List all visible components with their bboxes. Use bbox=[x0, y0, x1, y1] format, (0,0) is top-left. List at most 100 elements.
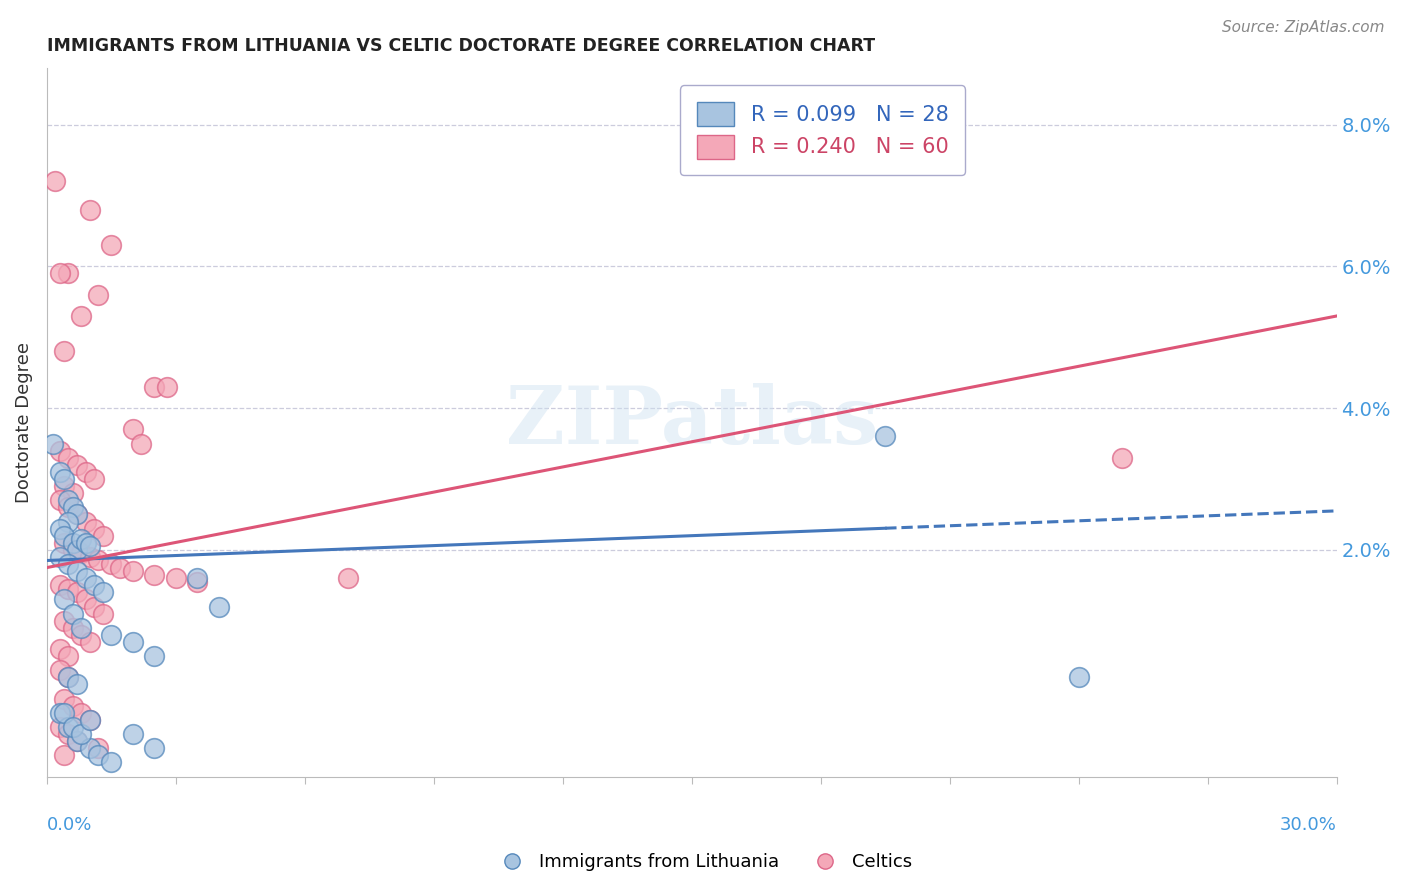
Point bbox=[53, 592, 76, 607]
Point bbox=[131, 436, 153, 450]
Point bbox=[122, 727, 145, 741]
Point bbox=[58, 515, 80, 529]
Point bbox=[66, 585, 89, 599]
Point bbox=[49, 642, 72, 657]
Legend: R = 0.099   N = 28, R = 0.240   N = 60: R = 0.099 N = 28, R = 0.240 N = 60 bbox=[681, 86, 965, 175]
Point bbox=[91, 607, 114, 621]
Point bbox=[100, 756, 122, 770]
Point bbox=[186, 574, 208, 589]
Point bbox=[49, 706, 72, 720]
Y-axis label: Doctorate Degree: Doctorate Degree bbox=[15, 342, 32, 503]
Point bbox=[70, 309, 93, 323]
Point bbox=[75, 592, 97, 607]
Point bbox=[143, 649, 166, 664]
Point bbox=[53, 748, 76, 763]
Point bbox=[79, 635, 101, 649]
Point bbox=[66, 734, 89, 748]
Point bbox=[143, 741, 166, 756]
Point bbox=[87, 287, 110, 301]
Point bbox=[62, 698, 84, 713]
Point bbox=[49, 578, 72, 592]
Point bbox=[49, 663, 72, 677]
Point bbox=[49, 493, 72, 508]
Point bbox=[91, 529, 114, 543]
Point bbox=[70, 546, 93, 560]
Point bbox=[58, 670, 80, 684]
Point bbox=[75, 515, 97, 529]
Point bbox=[66, 508, 89, 522]
Text: ZIPatlas: ZIPatlas bbox=[506, 384, 877, 461]
Point bbox=[79, 539, 101, 553]
Point bbox=[83, 599, 105, 614]
Point bbox=[53, 614, 76, 628]
Legend: Immigrants from Lithuania, Celtics: Immigrants from Lithuania, Celtics bbox=[486, 847, 920, 879]
Point bbox=[62, 720, 84, 734]
Point bbox=[62, 542, 84, 557]
Text: Source: ZipAtlas.com: Source: ZipAtlas.com bbox=[1222, 20, 1385, 35]
Point bbox=[75, 535, 97, 549]
Point bbox=[58, 670, 80, 684]
Point bbox=[58, 500, 80, 515]
Point bbox=[70, 621, 93, 635]
Point bbox=[87, 553, 110, 567]
Point bbox=[79, 713, 101, 727]
Point bbox=[875, 429, 897, 443]
Point bbox=[58, 450, 80, 465]
Point bbox=[91, 585, 114, 599]
Point bbox=[49, 720, 72, 734]
Point bbox=[44, 174, 66, 188]
Point bbox=[49, 549, 72, 564]
Point bbox=[83, 522, 105, 536]
Point bbox=[83, 472, 105, 486]
Point bbox=[87, 748, 110, 763]
Point bbox=[66, 458, 89, 472]
Point bbox=[58, 720, 80, 734]
Point bbox=[49, 267, 72, 281]
Point bbox=[1111, 450, 1133, 465]
Point bbox=[156, 380, 179, 394]
Point bbox=[58, 493, 80, 508]
Point bbox=[79, 741, 101, 756]
Point bbox=[58, 267, 80, 281]
Point bbox=[108, 560, 131, 574]
Point bbox=[70, 533, 93, 547]
Point bbox=[66, 542, 89, 557]
Point bbox=[58, 649, 80, 664]
Point bbox=[70, 727, 93, 741]
Point bbox=[79, 549, 101, 564]
Text: IMMIGRANTS FROM LITHUANIA VS CELTIC DOCTORATE DEGREE CORRELATION CHART: IMMIGRANTS FROM LITHUANIA VS CELTIC DOCT… bbox=[46, 37, 875, 55]
Text: 0.0%: 0.0% bbox=[46, 815, 93, 834]
Point bbox=[143, 567, 166, 582]
Point bbox=[53, 472, 76, 486]
Point bbox=[165, 571, 187, 585]
Point bbox=[66, 734, 89, 748]
Point bbox=[42, 436, 65, 450]
Point bbox=[62, 535, 84, 549]
Point bbox=[122, 564, 145, 578]
Point bbox=[53, 479, 76, 493]
Point bbox=[62, 621, 84, 635]
Point bbox=[53, 344, 76, 359]
Point bbox=[75, 465, 97, 479]
Point bbox=[100, 557, 122, 571]
Point bbox=[83, 578, 105, 592]
Point bbox=[79, 202, 101, 217]
Point bbox=[186, 571, 208, 585]
Point bbox=[143, 380, 166, 394]
Point bbox=[66, 564, 89, 578]
Point bbox=[66, 677, 89, 691]
Point bbox=[53, 691, 76, 706]
Point bbox=[49, 522, 72, 536]
Point bbox=[79, 713, 101, 727]
Point bbox=[70, 706, 93, 720]
Point bbox=[75, 571, 97, 585]
Point bbox=[100, 238, 122, 252]
Point bbox=[49, 465, 72, 479]
Point bbox=[100, 628, 122, 642]
Point bbox=[62, 486, 84, 500]
Point bbox=[58, 557, 80, 571]
Point bbox=[53, 535, 76, 549]
Point bbox=[62, 607, 84, 621]
Point bbox=[1067, 670, 1090, 684]
Point bbox=[122, 422, 145, 436]
